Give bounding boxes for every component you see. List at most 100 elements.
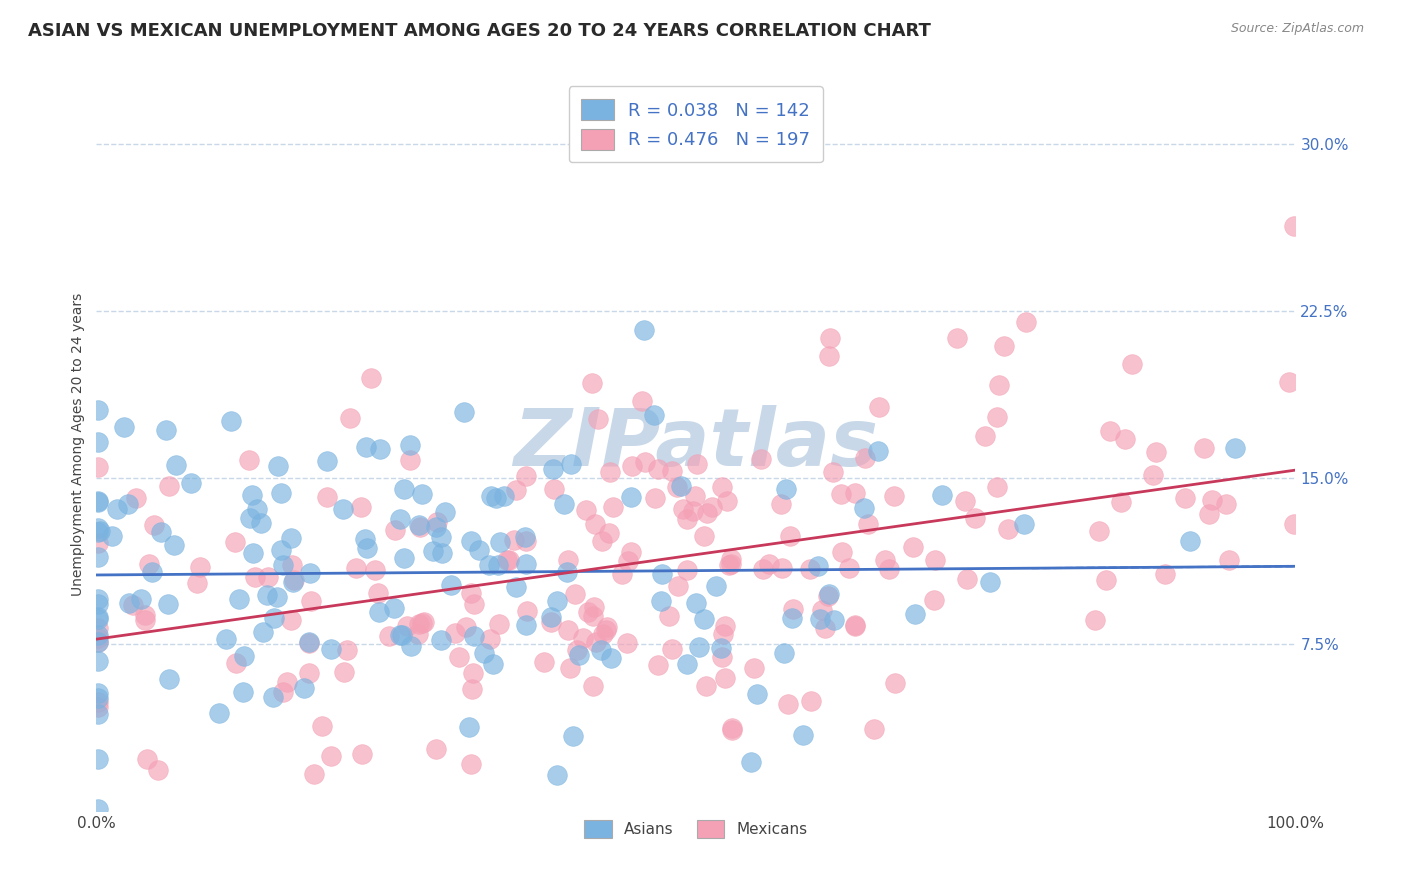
Point bbox=[1218, 552, 1240, 566]
Point bbox=[134, 613, 156, 627]
Point bbox=[246, 502, 269, 516]
Point bbox=[138, 557, 160, 571]
Point bbox=[720, 722, 742, 736]
Point bbox=[463, 597, 485, 611]
Point bbox=[388, 512, 411, 526]
Point bbox=[86, 549, 108, 564]
Point bbox=[1284, 219, 1306, 234]
Point bbox=[426, 516, 449, 530]
Point bbox=[779, 528, 801, 542]
Point bbox=[821, 465, 844, 479]
Point bbox=[560, 458, 582, 472]
Point bbox=[792, 728, 814, 742]
Point bbox=[311, 719, 333, 733]
Point bbox=[931, 488, 953, 502]
Point bbox=[773, 646, 796, 660]
Point bbox=[100, 529, 122, 543]
Point bbox=[298, 635, 321, 649]
Point bbox=[408, 617, 430, 632]
Point bbox=[411, 616, 433, 631]
Point bbox=[588, 412, 610, 426]
Point bbox=[672, 502, 695, 516]
Point bbox=[591, 642, 613, 657]
Point bbox=[650, 593, 672, 607]
Point bbox=[86, 695, 108, 709]
Point bbox=[256, 588, 278, 602]
Point bbox=[633, 323, 655, 337]
Point bbox=[240, 488, 263, 502]
Point bbox=[749, 452, 772, 467]
Point bbox=[963, 511, 986, 525]
Point bbox=[86, 634, 108, 648]
Point bbox=[583, 600, 606, 615]
Point bbox=[1174, 491, 1197, 506]
Point bbox=[411, 486, 433, 500]
Point bbox=[142, 517, 165, 532]
Point bbox=[752, 562, 775, 576]
Point bbox=[997, 523, 1019, 537]
Point bbox=[399, 438, 422, 452]
Point bbox=[430, 546, 453, 560]
Point bbox=[1154, 566, 1177, 581]
Point bbox=[332, 501, 354, 516]
Point bbox=[742, 660, 765, 674]
Point bbox=[105, 502, 128, 516]
Point bbox=[661, 464, 683, 478]
Point bbox=[406, 626, 429, 640]
Point bbox=[610, 567, 633, 582]
Point bbox=[956, 573, 979, 587]
Point bbox=[945, 331, 967, 345]
Point bbox=[350, 500, 373, 515]
Point bbox=[271, 558, 294, 572]
Point bbox=[973, 429, 995, 443]
Point bbox=[118, 596, 141, 610]
Point bbox=[163, 537, 186, 551]
Point bbox=[1015, 315, 1038, 329]
Point bbox=[541, 462, 564, 476]
Point bbox=[86, 597, 108, 611]
Point bbox=[346, 560, 368, 574]
Point bbox=[485, 491, 508, 506]
Point bbox=[558, 661, 581, 675]
Point bbox=[270, 485, 292, 500]
Point bbox=[267, 459, 290, 474]
Point bbox=[879, 562, 901, 576]
Point bbox=[479, 489, 502, 503]
Point bbox=[644, 491, 666, 505]
Point bbox=[472, 646, 495, 660]
Point bbox=[862, 722, 884, 736]
Point bbox=[460, 534, 482, 549]
Point bbox=[770, 561, 793, 575]
Point bbox=[360, 371, 382, 385]
Point bbox=[1099, 424, 1122, 438]
Point bbox=[676, 563, 699, 577]
Point bbox=[86, 691, 108, 706]
Point bbox=[492, 489, 515, 503]
Point bbox=[86, 686, 108, 700]
Point bbox=[546, 594, 568, 608]
Point bbox=[818, 331, 841, 345]
Point bbox=[598, 526, 620, 541]
Point bbox=[157, 672, 180, 686]
Legend: Asians, Mexicans: Asians, Mexicans bbox=[578, 814, 814, 844]
Point bbox=[621, 458, 644, 473]
Point bbox=[595, 624, 617, 638]
Point bbox=[901, 541, 924, 555]
Point bbox=[813, 621, 835, 635]
Point bbox=[688, 640, 710, 654]
Point bbox=[149, 525, 172, 540]
Text: ASIAN VS MEXICAN UNEMPLOYMENT AMONG AGES 20 TO 24 YEARS CORRELATION CHART: ASIAN VS MEXICAN UNEMPLOYMENT AMONG AGES… bbox=[28, 22, 931, 40]
Point bbox=[186, 576, 208, 591]
Point bbox=[495, 553, 517, 567]
Point bbox=[425, 520, 447, 534]
Point bbox=[482, 657, 505, 671]
Point bbox=[299, 593, 322, 607]
Point bbox=[283, 573, 305, 587]
Point bbox=[333, 665, 356, 679]
Point bbox=[647, 658, 669, 673]
Point bbox=[666, 480, 689, 494]
Point bbox=[1144, 445, 1167, 459]
Point bbox=[354, 533, 377, 547]
Point bbox=[776, 697, 799, 711]
Point bbox=[86, 403, 108, 417]
